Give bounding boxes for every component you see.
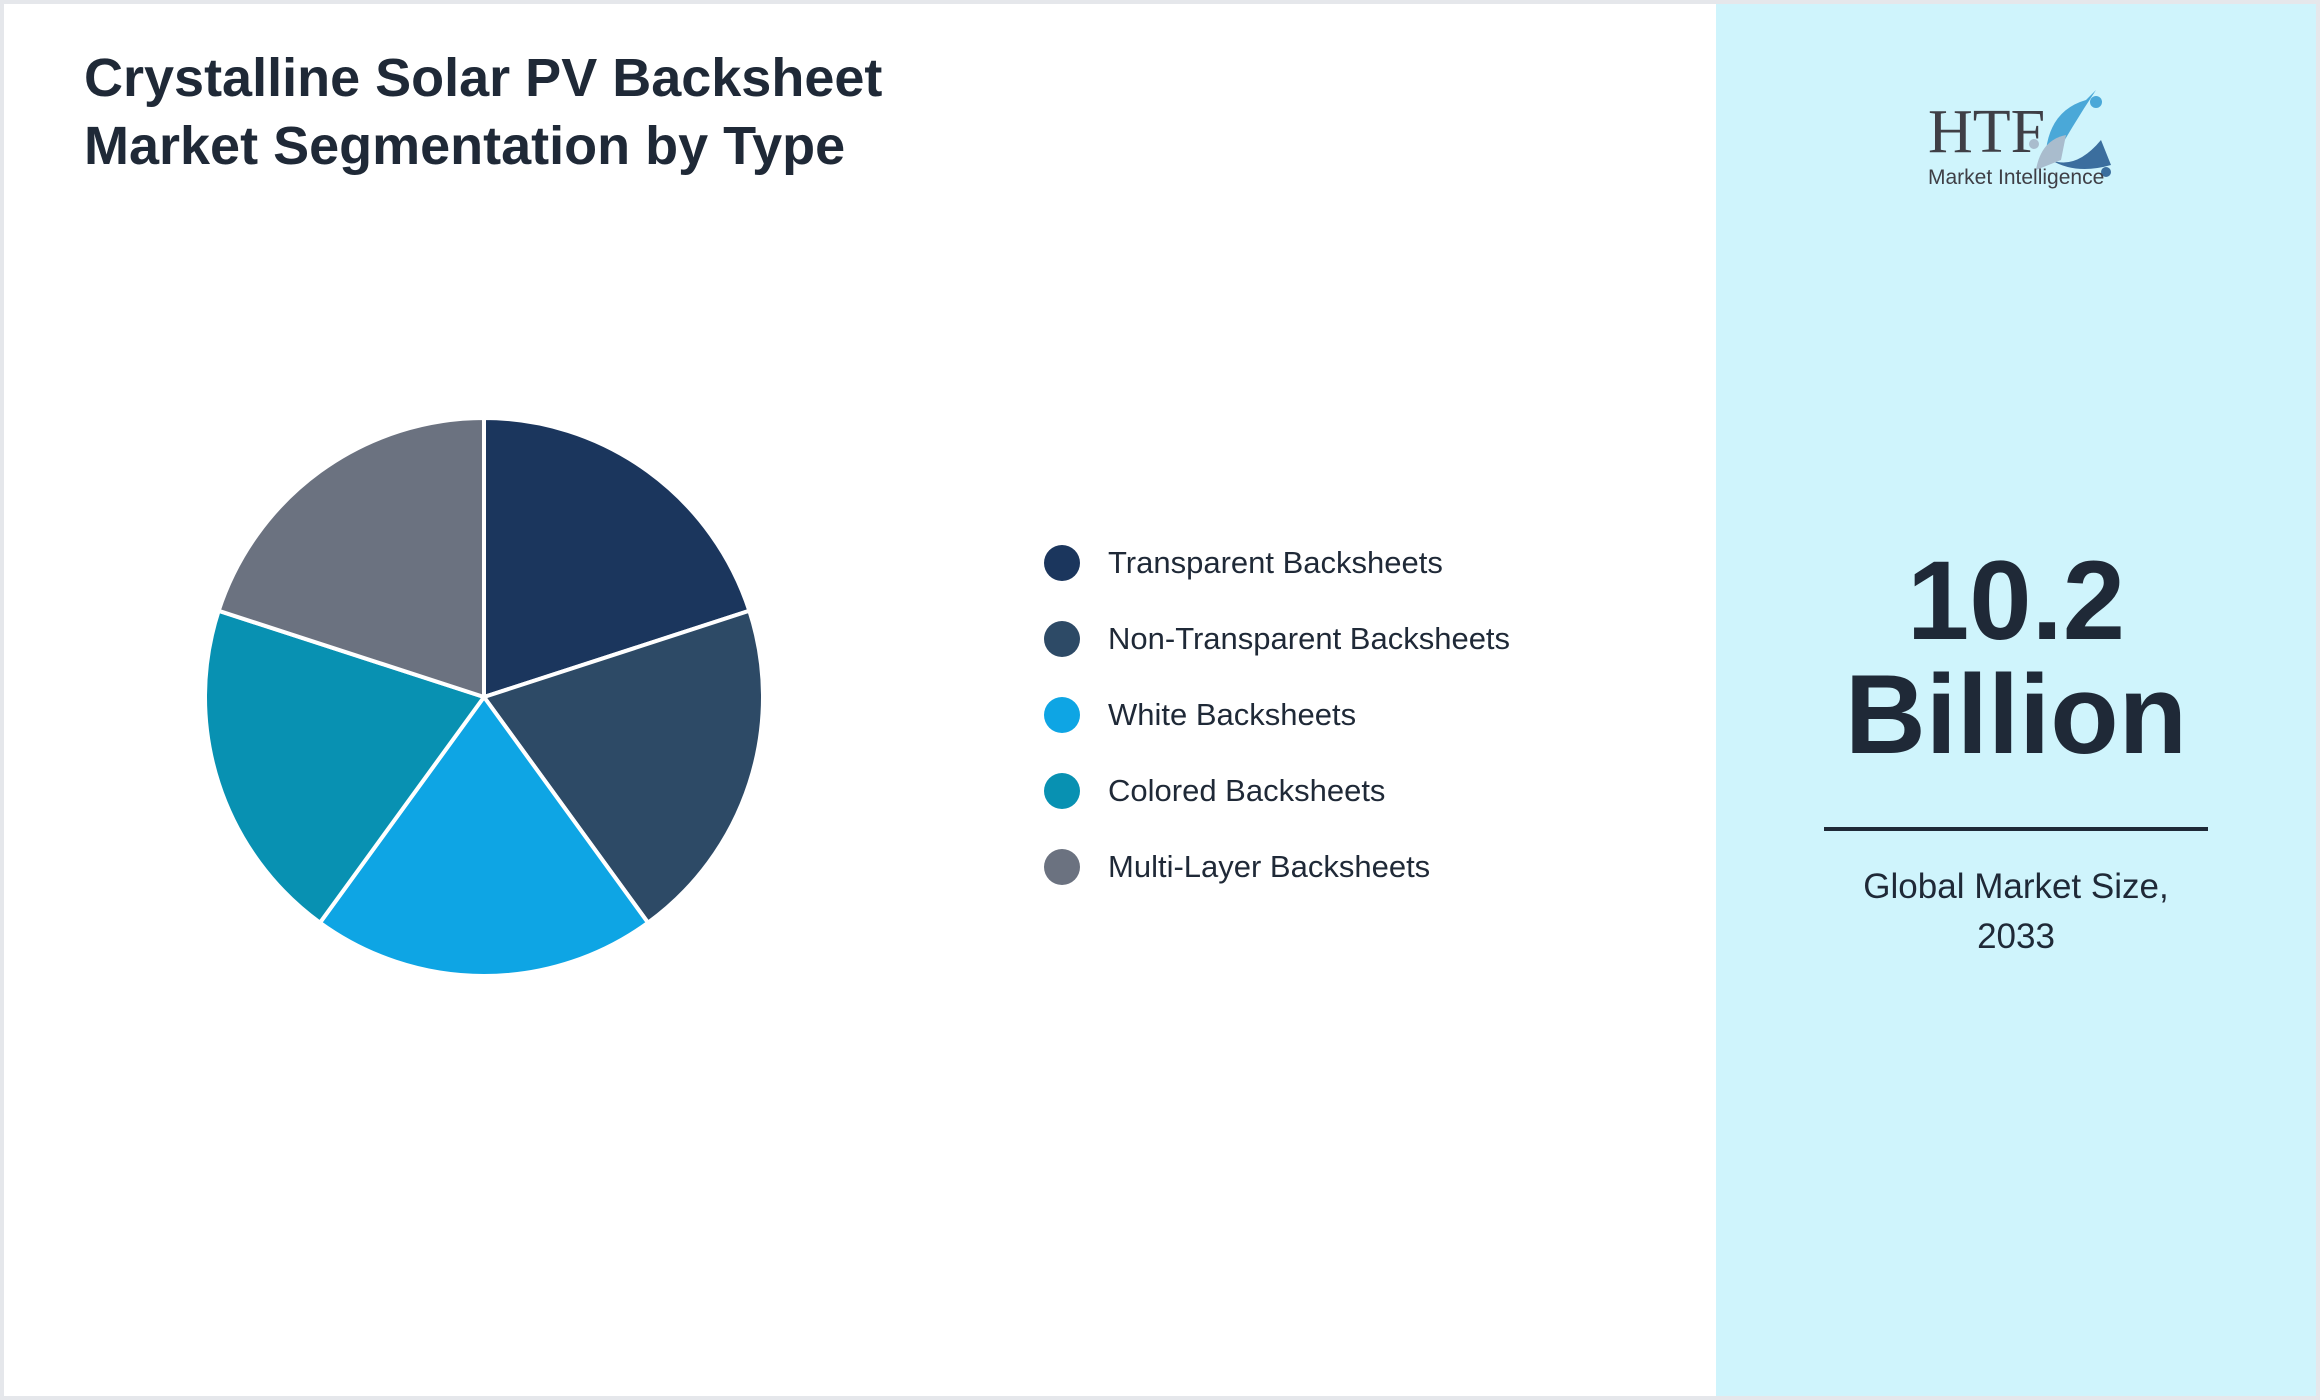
pie-chart bbox=[203, 415, 765, 978]
caption-line-2: 2033 bbox=[1977, 917, 2055, 956]
title-line-1: Crystalline Solar PV Backsheet bbox=[84, 48, 883, 108]
htf-logo: HTF Market Intelligence bbox=[1928, 90, 2111, 189]
title-line-2: Market Segmentation by Type bbox=[84, 116, 846, 176]
pie-slice-multi-layer-backsheets bbox=[216, 415, 486, 700]
chart-title: Crystalline Solar PV Backsheet Market Se… bbox=[84, 44, 882, 180]
legend-label: Non-Transparent Backsheets bbox=[1108, 621, 1511, 656]
legend-swatch bbox=[1044, 621, 1080, 657]
legend-item: Colored Backsheets bbox=[1044, 753, 1510, 829]
legend-swatch bbox=[1044, 849, 1080, 885]
market-size-panel: HTF Market Intelligence 10.2 Billion Glo… bbox=[1716, 4, 2316, 1396]
pie-slice-colored-backsheets bbox=[203, 608, 488, 926]
legend-label: Multi-Layer Backsheets bbox=[1108, 849, 1431, 884]
divider bbox=[1824, 827, 2208, 831]
legend: Transparent Backsheets Non-Transparent Ba… bbox=[1044, 525, 1510, 905]
legend-item: Non-Transparent Backsheets bbox=[1044, 601, 1510, 677]
market-size-value: 10.2 bbox=[1907, 538, 2125, 663]
caption-line-1: Global Market Size, bbox=[1863, 867, 2169, 906]
market-size-unit: Billion bbox=[1844, 652, 2188, 777]
pie-slice-transparent-backsheets bbox=[482, 415, 752, 700]
legend-swatch bbox=[1044, 697, 1080, 733]
pie-slice-white-backsheets bbox=[317, 693, 651, 978]
legend-item: Transparent Backsheets bbox=[1044, 525, 1510, 601]
legend-label: Transparent Backsheets bbox=[1108, 545, 1443, 580]
legend-item: Multi-Layer Backsheets bbox=[1044, 829, 1510, 905]
svg-text:Market Intelligence: Market Intelligence bbox=[1928, 166, 2104, 189]
legend-swatch bbox=[1044, 545, 1080, 581]
legend-label: White Backsheets bbox=[1108, 697, 1357, 732]
svg-text:HTF: HTF bbox=[1928, 98, 2045, 166]
pie-slice-non-transparent-backsheets bbox=[480, 608, 765, 926]
legend-item: White Backsheets bbox=[1044, 677, 1510, 753]
legend-label: Colored Backsheets bbox=[1108, 773, 1386, 808]
market-size-caption: Global Market Size, 2033 bbox=[1716, 862, 2316, 962]
legend-swatch bbox=[1044, 773, 1080, 809]
